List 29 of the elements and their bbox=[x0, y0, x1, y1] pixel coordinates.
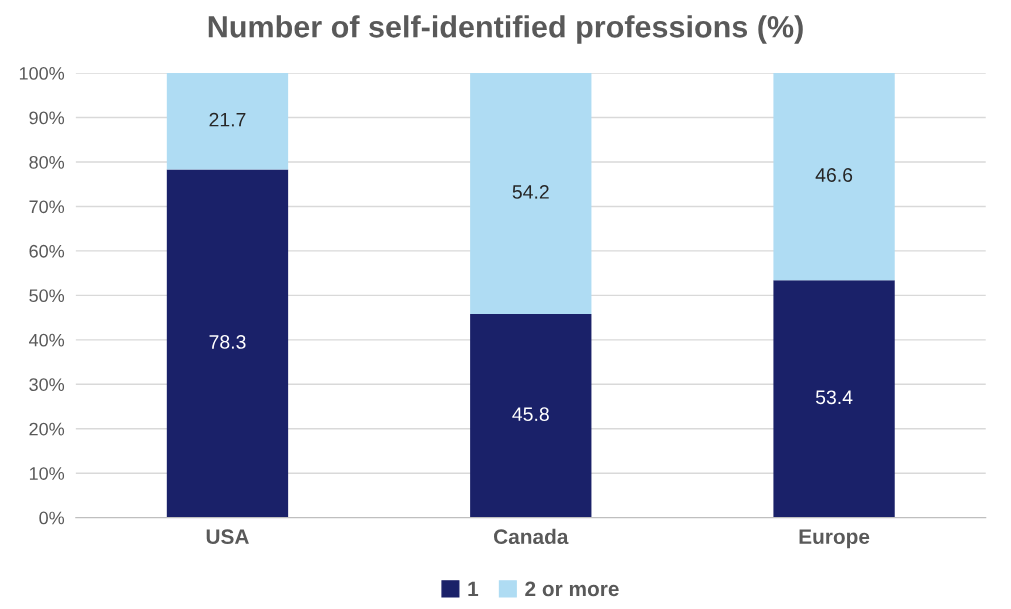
bar bbox=[166, 169, 289, 518]
y-tick-label: 0% bbox=[39, 511, 65, 525]
data-label: 78.3 bbox=[209, 335, 246, 349]
x-tick-label: USA bbox=[206, 529, 249, 545]
bar bbox=[470, 73, 592, 315]
data-label: 45.8 bbox=[512, 407, 549, 422]
y-tick-label: 60% bbox=[29, 244, 65, 258]
data-label: 21.7 bbox=[209, 112, 246, 127]
y-tick-label: 80% bbox=[29, 155, 65, 169]
bar bbox=[773, 73, 895, 281]
y-tick-label: 20% bbox=[29, 422, 65, 436]
x-tick-label: Europe bbox=[799, 529, 870, 549]
legend-label: 1 bbox=[468, 581, 479, 597]
bar bbox=[470, 314, 592, 518]
bar bbox=[773, 280, 895, 518]
data-label: 46.6 bbox=[815, 168, 853, 182]
y-tick-label: 10% bbox=[29, 467, 65, 480]
y-tick-label: 100% bbox=[19, 67, 65, 80]
y-tick-label: 90% bbox=[29, 111, 65, 125]
y-tick-label: 70% bbox=[29, 200, 65, 214]
y-tick-label: 30% bbox=[29, 378, 65, 391]
x-tick-label: Canada bbox=[494, 528, 569, 545]
data-label: 54.2 bbox=[512, 185, 549, 199]
chart-title: Number of self-identified professions (%) bbox=[208, 15, 803, 44]
legend-label: 2 or more bbox=[525, 581, 619, 597]
bar bbox=[166, 73, 289, 170]
y-tick-label: 40% bbox=[28, 333, 65, 347]
y-tick-label: 50% bbox=[29, 289, 65, 303]
data-label: 53.4 bbox=[815, 390, 853, 405]
